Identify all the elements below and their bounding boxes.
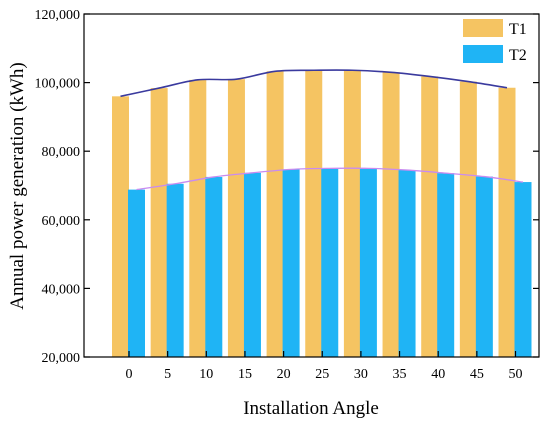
bar-t1-15: [227, 79, 245, 358]
bar-t2-10: [205, 176, 223, 357]
x-tick-label: 5: [164, 367, 171, 382]
legend-label-t2: T2: [509, 47, 527, 64]
x-tick-label: 30: [354, 367, 368, 382]
bar-t2-35: [398, 170, 416, 357]
bar-t1-45: [459, 81, 477, 358]
y-axis: 20,000 40,000 60,000 80,000 100,000 120,000: [35, 8, 539, 366]
bar-t2-30: [359, 168, 377, 357]
bar-t2-45: [475, 176, 493, 357]
series-t2-bars: [128, 168, 532, 357]
series-t1-trend-line: [120, 69, 508, 98]
x-tick-label: 15: [238, 367, 252, 382]
x-axis-title: Installation Angle: [243, 398, 379, 419]
y-tick-label: 40,000: [42, 282, 81, 297]
x-tick-label: 50: [509, 367, 523, 382]
bar-t2-0: [128, 189, 145, 357]
bar-t2-20: [282, 169, 300, 357]
bar-t2-15: [243, 172, 261, 357]
x-tick-label: 10: [199, 367, 213, 382]
x-tick-label: 40: [431, 367, 445, 382]
bar-t1-25: [305, 70, 323, 357]
bar-t2-40: [437, 173, 455, 357]
bar-t2-50: [514, 182, 532, 357]
y-tick-label: 120,000: [35, 8, 81, 23]
bar-t1-35: [382, 72, 400, 357]
y-axis-title: Annual power generation (kWh): [7, 62, 28, 309]
plot-frame: [83, 13, 540, 358]
legend-swatch-t1: [463, 19, 503, 37]
x-tick-label: 35: [393, 367, 407, 382]
series-t2-trend-line: [136, 167, 524, 191]
bar-t1-10: [189, 79, 207, 357]
bar-t1-20: [266, 71, 284, 357]
x-tick-label: 20: [277, 367, 291, 382]
bar-t2-5: [166, 183, 184, 357]
legend: T1 T2: [463, 19, 527, 64]
x-tick-label: 45: [470, 367, 484, 382]
legend-label-t1: T1: [509, 21, 527, 38]
bar-t1-50: [498, 87, 516, 358]
y-tick-label: 100,000: [35, 77, 81, 92]
x-tick-label: 25: [315, 367, 329, 382]
bar-t1-40: [421, 76, 439, 358]
y-tick-label: 20,000: [42, 351, 81, 366]
bar-t2-25: [321, 168, 339, 357]
legend-swatch-t2: [463, 45, 503, 63]
bar-t1-5: [150, 88, 168, 357]
series-t1-bars: [112, 70, 516, 358]
bar-t1-30: [343, 70, 361, 357]
x-tick-label: 0: [126, 367, 133, 382]
y-tick-label: 60,000: [42, 214, 81, 229]
y-tick-label: 80,000: [42, 145, 81, 160]
bar-t1-0: [112, 96, 129, 357]
x-axis: 0 5 10 15 20 25 30 35 40 45 50: [126, 351, 523, 382]
